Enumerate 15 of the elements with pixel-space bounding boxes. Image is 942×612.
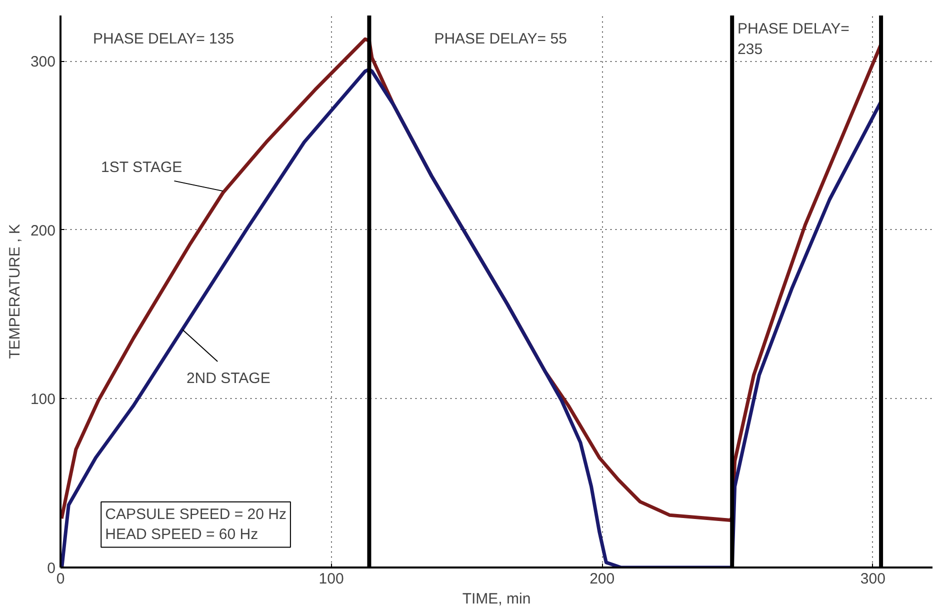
series-label: 2ND STAGE	[186, 370, 270, 387]
x-tick-label: 100	[318, 570, 344, 588]
annotation: PHASE DELAY= 55	[434, 30, 567, 48]
annotation: PHASE DELAY= 235	[738, 20, 850, 58]
y-tick-label: 200	[30, 222, 56, 240]
x-axis-title: TIME, min	[462, 590, 531, 608]
y-tick-label: 100	[30, 391, 56, 408]
y-axis-title: TEMPERATURE , K	[6, 224, 24, 359]
text: 1ST STAGE	[101, 158, 182, 176]
annotation: PHASE DELAY= 135	[92, 30, 234, 48]
y-tick-label: 300	[30, 54, 56, 71]
x-tick-label: 200	[590, 570, 615, 588]
y-tick-label: 0	[47, 560, 56, 577]
x-tick-label: 300	[860, 570, 886, 588]
annotation: CAPSULE SPEED = 20 Hz HEAD SPEED = 60 Hz	[105, 506, 286, 544]
